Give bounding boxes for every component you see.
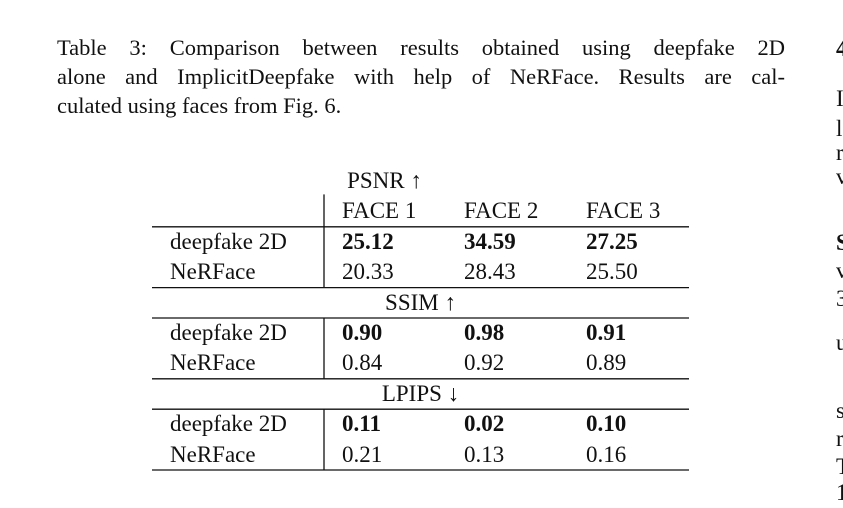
section-title: PSNR ↑ [347,168,422,193]
row-label: NeRFace [170,441,256,467]
fragment: r [836,426,843,451]
caption: Table 3: Comparison between results obta… [57,33,785,120]
fragment: S [836,230,843,255]
fragment: 1 [836,480,843,505]
row-label: deepfake 2D [170,228,287,254]
column-header: FACE 3 [586,198,661,224]
fragment: s [836,398,843,423]
fragment: 3 [836,286,843,311]
cell: 0.02 [464,411,505,437]
fragment: I [836,86,843,111]
row-label: NeRFace [170,259,256,285]
column-header: FACE 2 [464,198,539,224]
cell: 0.21 [342,441,383,467]
fragment: l [836,116,843,141]
cell: 27.25 [586,228,638,254]
cell: 0.13 [464,441,505,467]
row-label: NeRFace [170,350,256,376]
cell: 28.43 [464,259,516,285]
row-label: deepfake 2D [170,411,287,437]
section-title: LPIPS ↓ [381,380,460,406]
fragment: r [836,140,843,165]
fragment: v [836,164,843,189]
fragment: T [836,452,843,482]
column-header: FACE 1 [342,198,417,224]
fragment: v [836,258,843,283]
cell: 0.90 [342,320,383,345]
caption-line: culated using faces from Fig. 6. [57,93,342,118]
cell: 0.84 [342,350,383,376]
caption-line: alone and ImplicitDeepfake with help of … [57,64,785,89]
caption-line: Table 3: Comparison between results obta… [57,35,785,60]
section-title: SSIM ↑ [385,289,456,315]
cell: 0.89 [586,350,627,376]
cell: 25.50 [586,259,638,285]
cell: 0.16 [586,441,627,467]
cell: 0.10 [586,411,627,437]
cell: 25.12 [342,228,394,254]
fragment: 4 [836,36,843,61]
cell: 20.33 [342,259,394,285]
cell: 0.98 [464,320,505,345]
cell: 0.11 [342,411,381,437]
fragment: u [836,330,843,355]
row-label: deepfake 2D [170,320,287,345]
cell: 34.59 [464,228,516,254]
cell: 0.92 [464,350,505,376]
cell: 0.91 [586,320,627,345]
